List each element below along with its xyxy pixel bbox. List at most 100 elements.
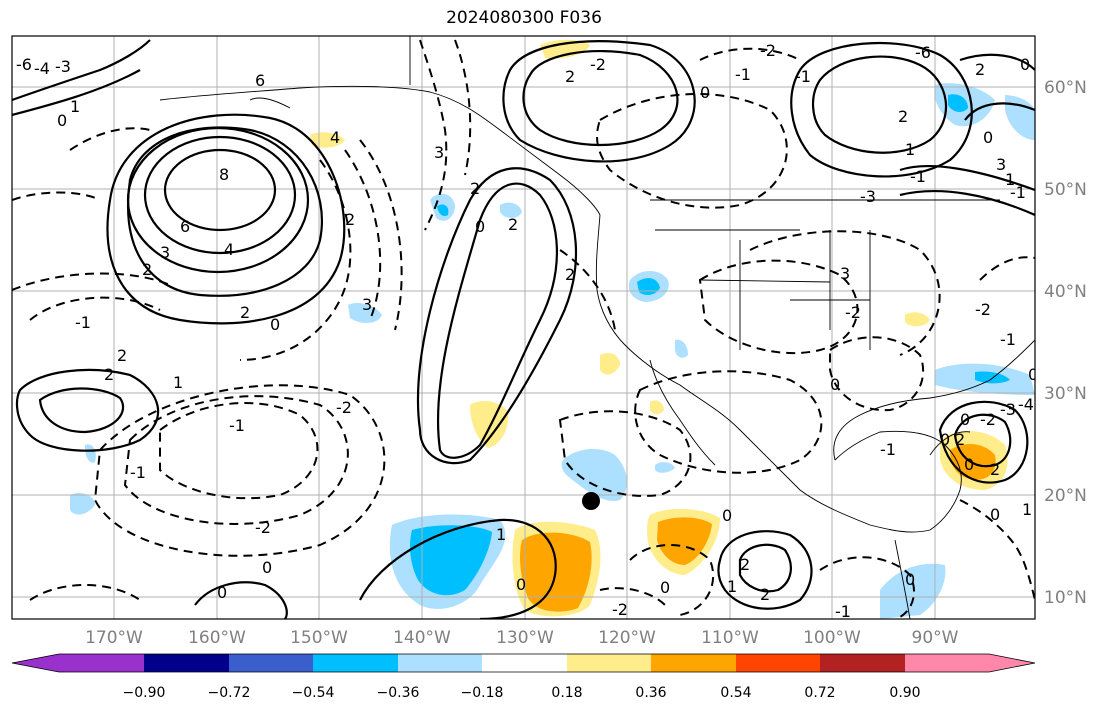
latitude-labels: 60°N 50°N 40°N 30°N 20°N 10°N	[1044, 78, 1087, 608]
svg-text:3: 3	[362, 295, 372, 314]
svg-text:0: 0	[217, 583, 227, 602]
svg-text:4: 4	[330, 128, 340, 147]
svg-text:0: 0	[475, 217, 485, 236]
svg-text:-3: -3	[1000, 400, 1016, 419]
svg-text:-1: -1	[1010, 183, 1026, 202]
svg-text:-2: -2	[760, 41, 776, 60]
svg-text:2: 2	[470, 179, 480, 198]
colorbar-tick-label: −0.90	[123, 685, 166, 701]
svg-text:1: 1	[727, 577, 737, 596]
svg-text:3: 3	[996, 155, 1006, 174]
svg-text:2: 2	[975, 60, 985, 79]
svg-text:6: 6	[255, 71, 265, 90]
svg-text:-2: -2	[845, 303, 861, 322]
svg-text:-1: -1	[130, 463, 146, 482]
colorbar-tick-label: 0.18	[551, 685, 582, 701]
svg-text:0: 0	[905, 570, 915, 589]
svg-text:0: 0	[983, 128, 993, 147]
colorbar-segment	[905, 654, 989, 672]
contours-solid	[12, 39, 1035, 619]
svg-text:-2: -2	[590, 55, 606, 74]
svg-text:0: 0	[57, 111, 67, 130]
svg-text:2: 2	[955, 430, 965, 449]
lon-label: 100°W	[803, 628, 861, 648]
svg-text:3: 3	[434, 143, 444, 162]
svg-text:-1: -1	[910, 167, 926, 186]
coastlines	[159, 36, 1035, 619]
colorbar-segment	[820, 654, 905, 672]
svg-text:-3: -3	[55, 57, 71, 76]
svg-text:-4: -4	[1018, 395, 1034, 414]
colorbar-segment	[229, 654, 313, 672]
colorbar-extend-high	[989, 654, 1035, 672]
colorbar-segment	[567, 654, 651, 672]
svg-text:2: 2	[345, 210, 355, 229]
svg-text:1: 1	[905, 140, 915, 159]
lon-label: 170°W	[85, 628, 143, 648]
storm-marker	[582, 492, 600, 510]
map-title: 2024080300 F036	[446, 8, 602, 28]
svg-text:-1: -1	[229, 416, 245, 435]
svg-text:2: 2	[240, 303, 250, 322]
svg-text:0: 0	[722, 506, 732, 525]
svg-text:3: 3	[840, 264, 850, 283]
colorbar-segment	[736, 654, 820, 672]
svg-text:2: 2	[898, 107, 908, 126]
colorbar-tick-label: 0.90	[889, 685, 920, 701]
svg-text:-2: -2	[980, 410, 996, 429]
svg-text:-1: -1	[880, 440, 896, 459]
colorbar-ticks: −0.90 −0.72 −0.54 −0.36 −0.18 0.18 0.36 …	[123, 685, 921, 701]
colorbar-segment	[59, 654, 144, 672]
svg-text:2: 2	[142, 260, 152, 279]
lon-label: 150°W	[290, 628, 348, 648]
svg-text:-1: -1	[1000, 330, 1016, 349]
svg-text:-2: -2	[255, 518, 271, 537]
lat-label: 10°N	[1044, 588, 1087, 608]
longitude-labels: 170°W 160°W 150°W 140°W 130°W 120°W 110°…	[85, 628, 959, 648]
svg-text:2: 2	[117, 346, 127, 365]
svg-text:2: 2	[740, 555, 750, 574]
colorbar-outline	[11, 653, 1036, 673]
colorbar-segment	[144, 654, 229, 672]
svg-text:0: 0	[940, 430, 950, 449]
svg-text:0: 0	[830, 375, 840, 394]
colorbar-tick-label: 0.54	[720, 685, 751, 701]
svg-text:-1: -1	[75, 313, 91, 332]
colorbar-tick-label: −0.18	[461, 685, 504, 701]
svg-text:2: 2	[565, 67, 575, 86]
svg-text:-1: -1	[835, 602, 851, 621]
lon-label: 140°W	[393, 628, 451, 648]
colorbar-tick-label: 0.72	[804, 685, 835, 701]
svg-text:0: 0	[1028, 365, 1038, 384]
svg-text:0: 0	[270, 315, 280, 334]
svg-text:-2: -2	[336, 398, 352, 417]
colorbar-segment	[313, 654, 398, 672]
colorbar-segment	[482, 654, 567, 672]
colorbar-tick-label: −0.54	[292, 685, 335, 701]
svg-text:1: 1	[496, 525, 506, 544]
svg-text:0: 0	[700, 83, 710, 102]
lon-label: 120°W	[598, 628, 656, 648]
colorbar-tick-label: 0.36	[635, 685, 666, 701]
lon-label: 90°W	[912, 628, 959, 648]
colorbar-extend-low	[12, 654, 59, 672]
lat-label: 20°N	[1044, 486, 1087, 506]
colorbar-segment	[651, 654, 736, 672]
svg-text:-2: -2	[975, 300, 991, 319]
contours-dashed	[12, 39, 1035, 619]
svg-text:0: 0	[964, 455, 974, 474]
contour-labels: -6 -4 -3 1 0 6 4 3 2 8 6 4 3 2 2 0 2 2 1…	[16, 41, 1038, 621]
svg-text:2: 2	[565, 265, 575, 284]
svg-text:2: 2	[104, 365, 114, 384]
svg-text:-2: -2	[612, 600, 628, 619]
svg-text:-1: -1	[795, 67, 811, 86]
lat-label: 50°N	[1044, 180, 1087, 200]
lat-label: 30°N	[1044, 384, 1087, 404]
colorbar	[11, 653, 1036, 673]
svg-text:0: 0	[1020, 55, 1030, 74]
svg-text:0: 0	[660, 578, 670, 597]
svg-text:1: 1	[1022, 500, 1032, 519]
svg-text:-3: -3	[860, 187, 876, 206]
colorbar-tick-label: −0.72	[208, 685, 251, 701]
